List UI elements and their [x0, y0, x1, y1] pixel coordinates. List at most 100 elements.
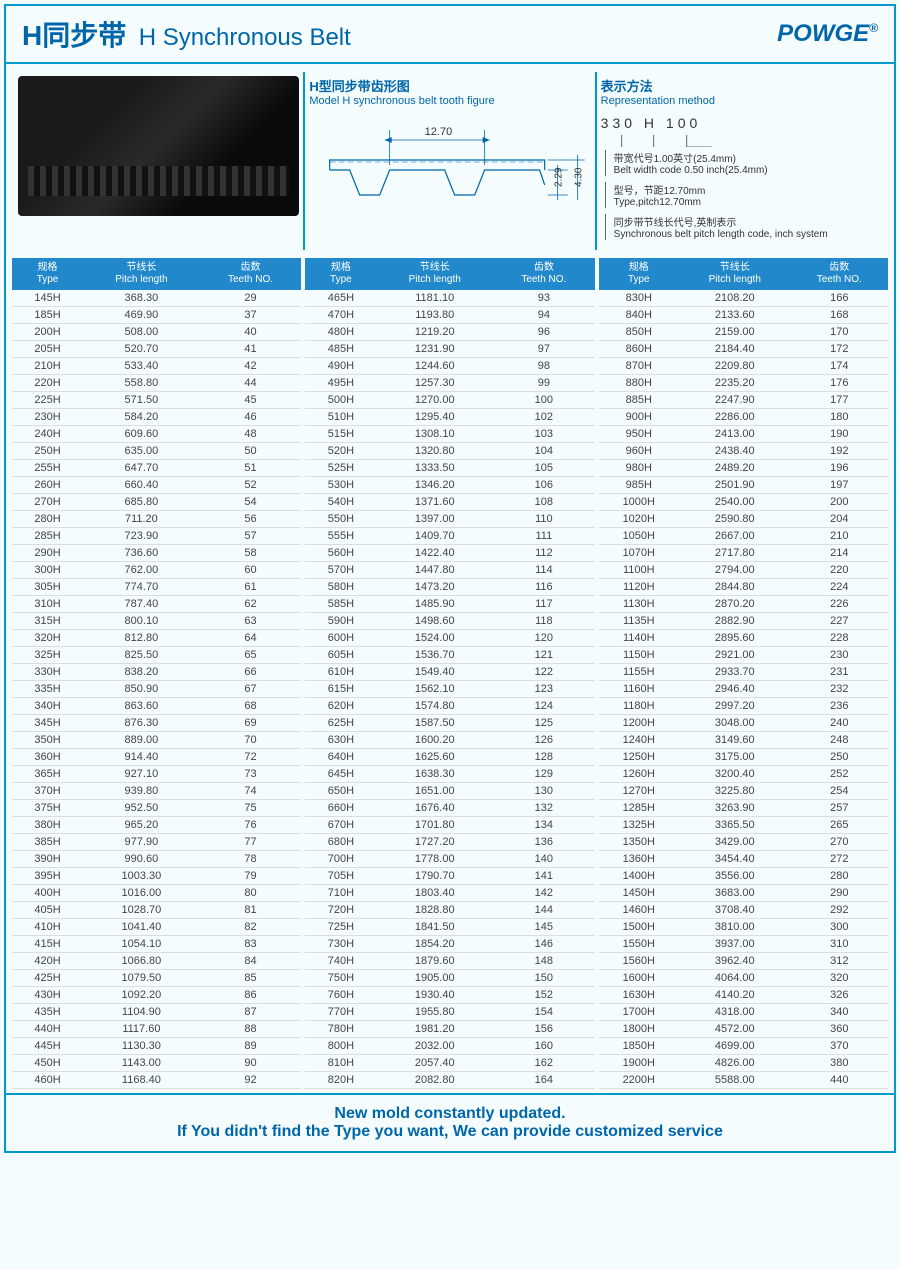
table-row: 705H1790.70141 [305, 868, 594, 885]
spec-table-1: 规格Type节线长Pitch length齿数Teeth NO.145H368.… [12, 258, 301, 1089]
table-row: 370H939.8074 [12, 783, 301, 800]
table-row: 1240H3149.60248 [599, 732, 888, 749]
table-row: 800H2032.00160 [305, 1038, 594, 1055]
table-row: 325H825.5065 [12, 647, 301, 664]
table-row: 850H2159.00170 [599, 324, 888, 341]
table-row: 450H1143.0090 [12, 1055, 301, 1072]
table-row: 880H2235.20176 [599, 375, 888, 392]
table-row: 610H1549.40122 [305, 664, 594, 681]
table-row: 660H1676.40132 [305, 800, 594, 817]
table-row: 1050H2667.00210 [599, 528, 888, 545]
table-row: 1350H3429.00270 [599, 834, 888, 851]
table-row: 960H2438.40192 [599, 443, 888, 460]
table-row: 1180H2997.20236 [599, 698, 888, 715]
table-row: 280H711.2056 [12, 511, 301, 528]
table-row: 1285H3263.90257 [599, 800, 888, 817]
table-row: 390H990.6078 [12, 851, 301, 868]
table-row: 980H2489.20196 [599, 460, 888, 477]
spec-table-3: 规格Type节线长Pitch length齿数Teeth NO.830H2108… [599, 258, 888, 1089]
table-row: 225H571.5045 [12, 392, 301, 409]
table-row: 600H1524.00120 [305, 630, 594, 647]
rep-content: 330 H 100 带宽代号1.00英寸(25.4mm)Belt width c… [601, 115, 882, 240]
rep-lines [601, 135, 882, 147]
table-row: 1000H2540.00200 [599, 494, 888, 511]
table-row: 310H787.4062 [12, 596, 301, 613]
table-row: 1450H3683.00290 [599, 885, 888, 902]
table-row: 360H914.4072 [12, 749, 301, 766]
tooth-title-en: Model H synchronous belt tooth figure [309, 95, 590, 107]
table-row: 1460H3708.40292 [599, 902, 888, 919]
table-row: 335H850.9067 [12, 681, 301, 698]
table-row: 315H800.1063 [12, 613, 301, 630]
logo-reg: ® [869, 21, 878, 35]
table-row: 330H838.2066 [12, 664, 301, 681]
table-row: 590H1498.60118 [305, 613, 594, 630]
table-row: 550H1397.00110 [305, 511, 594, 528]
rep-code: 330 H 100 [601, 115, 882, 131]
table-row: 585H1485.90117 [305, 596, 594, 613]
table-row: 1140H2895.60228 [599, 630, 888, 647]
table-row: 615H1562.10123 [305, 681, 594, 698]
table-row: 375H952.5075 [12, 800, 301, 817]
table-row: 385H977.9077 [12, 834, 301, 851]
tooth-svg: 12.70 2.29 4.30 [309, 115, 590, 225]
table-row: 515H1308.10103 [305, 426, 594, 443]
table-row: 490H1244.6098 [305, 358, 594, 375]
table-row: 250H635.0050 [12, 443, 301, 460]
table-row: 1100H2794.00220 [599, 562, 888, 579]
page-container: H同步带 H Synchronous Belt POWGE® H型同步带齿形图 … [4, 4, 896, 1153]
table-row: 470H1193.8094 [305, 307, 594, 324]
table-row: 730H1854.20146 [305, 936, 594, 953]
logo-text: POWGE [777, 20, 869, 47]
table-row: 305H774.7061 [12, 579, 301, 596]
h1-label: 2.29 [554, 167, 565, 187]
table-row: 400H1016.0080 [12, 885, 301, 902]
table-row: 1800H4572.00360 [599, 1021, 888, 1038]
table-row: 340H863.6068 [12, 698, 301, 715]
table-row: 395H1003.3079 [12, 868, 301, 885]
table-row: 1400H3556.00280 [599, 868, 888, 885]
table-row: 1070H2717.80214 [599, 545, 888, 562]
table-row: 820H2082.80164 [305, 1072, 594, 1089]
table-row: 485H1231.9097 [305, 341, 594, 358]
table-row: 240H609.6048 [12, 426, 301, 443]
title-block: H同步带 H Synchronous Belt [22, 14, 351, 54]
table-row: 420H1066.8084 [12, 953, 301, 970]
table-col-1: 规格Type节线长Pitch length齿数Teeth NO.145H368.… [12, 258, 301, 1089]
table-row: 1600H4064.00320 [599, 970, 888, 987]
table-row: 645H1638.30129 [305, 766, 594, 783]
table-row: 530H1346.20106 [305, 477, 594, 494]
table-row: 415H1054.1083 [12, 936, 301, 953]
tables-section: 规格Type节线长Pitch length齿数Teeth NO.145H368.… [6, 258, 894, 1093]
title-cn: H同步带 [22, 20, 126, 51]
table-row: 1120H2844.80224 [599, 579, 888, 596]
table-row: 1155H2933.70231 [599, 664, 888, 681]
table-row: 1630H4140.20326 [599, 987, 888, 1004]
table-row: 320H812.8064 [12, 630, 301, 647]
logo: POWGE® [777, 20, 878, 48]
table-row: 255H647.7051 [12, 460, 301, 477]
tooth-title-cn: H型同步带齿形图 [309, 76, 590, 95]
table-row: 830H2108.20166 [599, 290, 888, 307]
table-row: 810H2057.40162 [305, 1055, 594, 1072]
footer: New mold constantly updated. If You didn… [6, 1093, 894, 1151]
table-row: 1150H2921.00230 [599, 647, 888, 664]
table-row: 860H2184.40172 [599, 341, 888, 358]
header: H同步带 H Synchronous Belt POWGE® [6, 6, 894, 64]
table-row: 495H1257.3099 [305, 375, 594, 392]
table-row: 640H1625.60128 [305, 749, 594, 766]
table-col-3: 规格Type节线长Pitch length齿数Teeth NO.830H2108… [599, 258, 888, 1089]
rep-item: 同步带节线长代号,英制表示Synchronous belt pitch leng… [605, 214, 882, 240]
table-row: 710H1803.40142 [305, 885, 594, 902]
table-row: 720H1828.80144 [305, 902, 594, 919]
rep-item: 型号，节距12.70mmType,pitch12.70mm [605, 182, 882, 208]
rep-item: 带宽代号1.00英寸(25.4mm)Belt width code 0.50 i… [605, 150, 882, 176]
table-row: 465H1181.1093 [305, 290, 594, 307]
table-row: 435H1104.9087 [12, 1004, 301, 1021]
table-row: 625H1587.50125 [305, 715, 594, 732]
product-image-col [14, 72, 303, 250]
tooth-figure-col: H型同步带齿形图 Model H synchronous belt tooth … [303, 72, 594, 250]
table-row: 570H1447.80114 [305, 562, 594, 579]
table-row: 205H520.7041 [12, 341, 301, 358]
table-row: 605H1536.70121 [305, 647, 594, 664]
